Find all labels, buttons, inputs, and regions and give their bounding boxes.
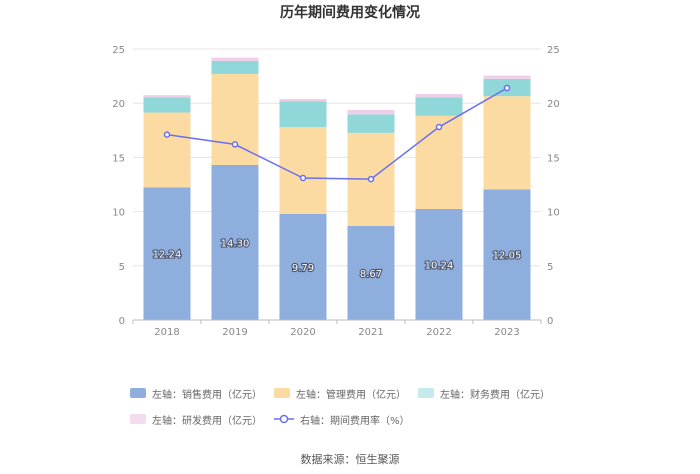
rate-line-point: [367, 175, 375, 183]
bar-value-label: 10.24: [425, 260, 454, 271]
bar-segment: [279, 101, 327, 128]
legend-item-finance[interactable]: 左轴：财务费用（亿元）: [418, 386, 550, 401]
legend-label-sales: 左轴：销售费用（亿元）: [152, 389, 262, 401]
y-left-tick-label: 0: [119, 316, 125, 327]
bar-segment: [211, 57, 259, 61]
bar-segment: [483, 96, 531, 190]
bar-segment: [211, 60, 259, 74]
rate-line: [163, 84, 511, 183]
y-left-tick-label: 5: [119, 262, 125, 273]
bar-segment: [415, 97, 463, 116]
y-right-tick-label: 0: [547, 316, 553, 327]
bar-segment: [143, 187, 191, 320]
bars: [143, 57, 531, 320]
bar-value-label: 12.05: [493, 251, 522, 262]
bar-segment: [483, 189, 531, 320]
legend-label-rd: 左轴：研发费用（亿元）: [152, 415, 262, 427]
bar-value-label: 12.24: [153, 250, 182, 261]
bar-segment: [279, 98, 327, 102]
y-left-tick-label: 10: [112, 208, 125, 219]
rate-line-point: [299, 174, 307, 182]
bar-segment: [211, 164, 259, 320]
legend: 左轴：销售费用（亿元） 左轴：管理费用（亿元） 左轴：财务费用（亿元） 左轴：研…: [130, 384, 570, 436]
data-labels: 12.24 14.30 9.79 8.67 10.24 12.05: [152, 237, 523, 281]
y-right-tick-label: 25: [547, 45, 560, 56]
rate-line-point: [503, 84, 511, 92]
bar-segment: [211, 73, 259, 165]
legend-row-1: 左轴：销售费用（亿元） 左轴：管理费用（亿元） 左轴：财务费用（亿元）: [130, 384, 570, 402]
legend-swatch-admin: [274, 388, 290, 398]
rate-line-path: [166, 87, 508, 180]
bar-segment: [347, 110, 395, 115]
y-right-tick-label: 10: [547, 208, 560, 219]
x-tick-label: 2021: [358, 327, 383, 338]
x-tick-label: 2020: [290, 327, 315, 338]
y-left-tick-label: 25: [112, 45, 125, 56]
legend-swatch-rd: [130, 414, 146, 424]
legend-item-sales[interactable]: 左轴：销售费用（亿元）: [130, 386, 262, 401]
axes: 0 5 10 15 20 25 0 5 10 15 20 25 2018 2019 2020 2021 2022…: [112, 45, 559, 338]
bar-segment: [347, 226, 395, 320]
bar-segment: [143, 112, 191, 188]
legend-swatch-finance: [418, 388, 434, 398]
rate-line-point: [231, 141, 239, 148]
legend-row-2: 左轴：研发费用（亿元） 右轴：期间费用率（%）: [130, 410, 570, 428]
x-tick-label: 2019: [222, 327, 247, 338]
legend-swatch-sales: [130, 388, 146, 398]
bar-segment: [415, 115, 463, 209]
legend-item-rd[interactable]: 左轴：研发费用（亿元）: [130, 412, 262, 427]
legend-label-finance: 左轴：财务费用（亿元）: [440, 389, 550, 401]
bar-segment: [143, 97, 191, 113]
bar-segment: [279, 213, 327, 320]
bar-segment: [347, 114, 395, 133]
legend-item-rate[interactable]: 右轴：期间费用率（%）: [274, 412, 410, 427]
x-tick-label: 2022: [426, 327, 451, 338]
rate-line-point: [163, 131, 171, 138]
bar-segment: [143, 95, 191, 98]
chart-title: 历年期间费用变化情况: [280, 5, 420, 21]
bar-value-label: 14.30: [221, 238, 250, 249]
y-right-tick-label: 20: [547, 99, 560, 110]
bar-segment: [415, 94, 463, 98]
rate-line-point: [435, 123, 443, 131]
legend-item-admin[interactable]: 左轴：管理费用（亿元）: [274, 386, 406, 401]
y-right-tick-label: 15: [547, 153, 560, 164]
bar-value-label: 9.79: [292, 263, 314, 274]
y-left-tick-label: 15: [112, 153, 125, 164]
bar-segment: [483, 75, 531, 79]
y-left-tick-label: 20: [112, 99, 125, 110]
bar-value-label: 8.67: [360, 269, 382, 280]
legend-line-icon: [274, 414, 294, 424]
legend-label-rate: 右轴：期间费用率（%）: [300, 415, 410, 427]
x-tick-label: 2018: [154, 327, 179, 338]
data-source: 数据来源：恒生聚源: [300, 453, 400, 466]
legend-label-admin: 左轴：管理费用（亿元）: [296, 389, 406, 401]
bar-segment: [415, 208, 463, 320]
y-right-tick-label: 5: [547, 262, 553, 273]
x-tick-label: 2023: [494, 327, 519, 338]
grid-lines: [133, 48, 541, 267]
